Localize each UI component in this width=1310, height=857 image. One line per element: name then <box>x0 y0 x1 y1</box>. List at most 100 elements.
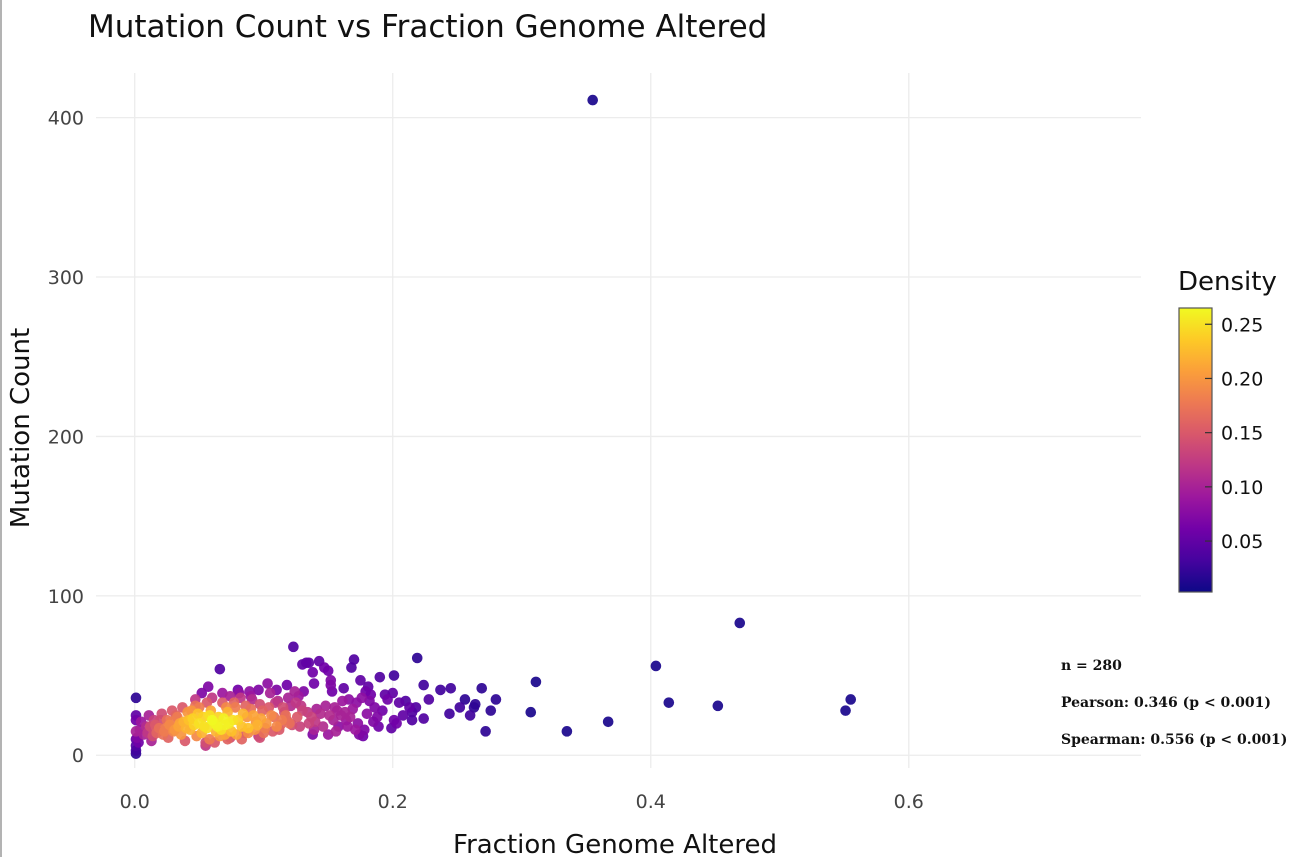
data-point <box>369 702 380 713</box>
data-point <box>308 678 320 689</box>
data-point <box>277 702 289 713</box>
data-point <box>320 700 331 712</box>
data-point <box>388 670 400 681</box>
data-point <box>459 694 471 705</box>
data-point <box>418 679 429 691</box>
data-point <box>391 718 402 729</box>
data-point <box>602 716 614 728</box>
colorbar-ticks: 0.05 0.10 0.15 0.20 0.25 <box>1205 314 1263 553</box>
data-point <box>214 663 226 675</box>
x-tick-label: 0.6 <box>894 791 924 813</box>
data-point <box>289 686 300 697</box>
colorbar-tick-label: 0.25 <box>1221 314 1263 336</box>
data-point <box>530 676 542 688</box>
data-point <box>356 692 368 704</box>
data-point <box>344 711 356 723</box>
data-point <box>411 652 423 664</box>
data-point <box>206 714 218 726</box>
stats-annotations: n = 280 Pearson: 0.346 (p < 0.001) Spear… <box>1061 658 1287 748</box>
data-point <box>445 682 457 694</box>
data-point <box>281 679 293 691</box>
y-tick-label: 300 <box>48 267 84 289</box>
data-point <box>251 719 263 731</box>
data-point <box>368 716 379 728</box>
data-point <box>840 705 851 716</box>
data-point <box>324 710 335 721</box>
data-point <box>291 711 303 723</box>
colorbar-gradient <box>1178 307 1213 593</box>
data-point <box>404 702 415 713</box>
data-point <box>317 721 329 732</box>
colorbar-tick-label: 0.05 <box>1221 531 1263 553</box>
chart-title: Mutation Count vs Fraction Genome Altere… <box>88 9 767 45</box>
data-point <box>464 710 476 721</box>
data-point <box>201 697 213 708</box>
data-point <box>650 660 662 672</box>
data-point <box>315 708 326 720</box>
data-point <box>325 675 337 686</box>
data-point <box>199 721 210 732</box>
data-point <box>490 694 502 705</box>
y-tick-label: 0 <box>72 745 84 767</box>
annotation-n: n = 280 <box>1061 658 1122 674</box>
data-point <box>476 682 488 694</box>
colorbar: Density 0.05 0.10 0.15 0.20 0.25 <box>1178 267 1277 593</box>
data-point <box>330 726 342 737</box>
data-point <box>397 710 409 721</box>
data-point <box>350 724 361 736</box>
data-point <box>230 702 241 713</box>
data-point <box>202 681 214 693</box>
data-point <box>423 694 435 705</box>
data-point <box>262 678 273 689</box>
annotation-pearson: Pearson: 0.346 (p < 0.001) <box>1061 695 1271 711</box>
data-point <box>418 713 429 724</box>
data-point <box>337 695 348 707</box>
data-point <box>734 617 746 629</box>
data-point <box>480 726 491 737</box>
data-point <box>444 708 455 720</box>
y-axis-label: Mutation Count <box>6 328 36 528</box>
data-point <box>307 667 319 678</box>
colorbar-tick-label: 0.15 <box>1221 423 1263 445</box>
data-point <box>264 687 276 699</box>
data-point <box>218 713 230 724</box>
data-point <box>525 706 537 718</box>
data-point <box>382 694 393 705</box>
data-point <box>355 675 366 686</box>
data-point <box>712 700 724 712</box>
data-point <box>257 705 268 716</box>
y-tick-label: 100 <box>48 586 84 608</box>
data-point <box>361 708 373 720</box>
data-point <box>246 694 258 705</box>
data-point <box>663 697 675 708</box>
x-axis-ticks: 0.0 0.2 0.4 0.6 <box>120 791 924 813</box>
data-point <box>845 694 857 705</box>
data-point <box>271 721 282 732</box>
data-point <box>253 684 264 696</box>
data-point <box>338 682 350 694</box>
data-points <box>130 94 857 759</box>
data-point <box>242 722 254 734</box>
data-point <box>561 726 573 737</box>
grid-lines <box>96 73 1141 768</box>
x-tick-label: 0.4 <box>636 791 666 813</box>
data-point <box>406 714 418 726</box>
data-point <box>485 705 497 716</box>
data-point <box>288 641 299 653</box>
y-tick-label: 400 <box>48 108 84 130</box>
data-point <box>130 692 142 704</box>
data-point <box>348 654 360 665</box>
data-point <box>297 659 308 670</box>
data-point <box>266 710 277 721</box>
annotation-spearman: Spearman: 0.556 (p < 0.001) <box>1061 732 1287 748</box>
data-point <box>468 702 480 713</box>
x-tick-label: 0.0 <box>120 791 150 813</box>
colorbar-tick-label: 0.10 <box>1221 477 1263 499</box>
y-axis-ticks: 0 100 200 300 400 <box>48 108 84 768</box>
x-tick-label: 0.2 <box>378 791 408 813</box>
data-point <box>346 662 357 673</box>
data-point <box>282 692 294 704</box>
data-point <box>319 662 330 673</box>
data-point <box>393 697 405 708</box>
